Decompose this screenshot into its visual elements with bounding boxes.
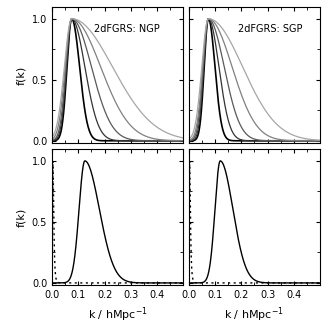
X-axis label: k / hMpc$^{-1}$: k / hMpc$^{-1}$ [88,306,148,324]
Text: 2dFGRS: SGP: 2dFGRS: SGP [238,24,303,34]
Text: 2dFGRS: NGP: 2dFGRS: NGP [94,24,160,34]
X-axis label: k / hMpc$^{-1}$: k / hMpc$^{-1}$ [225,306,284,324]
Y-axis label: f(k): f(k) [16,207,26,227]
Y-axis label: f(k): f(k) [16,65,26,85]
